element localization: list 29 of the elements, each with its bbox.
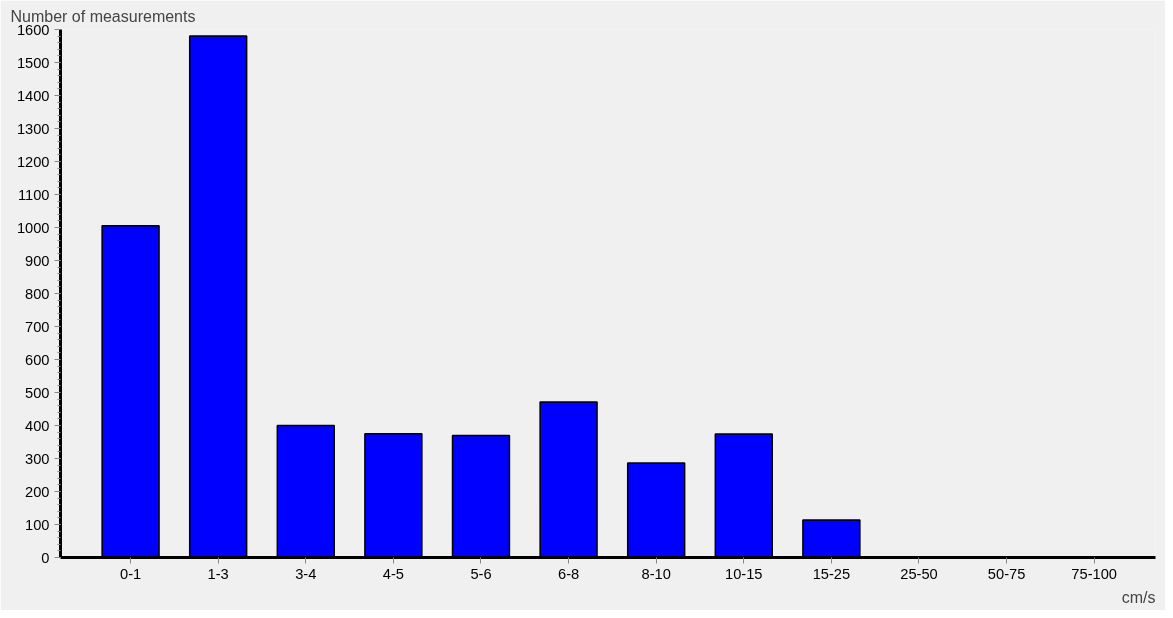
y-tick-label: 1500 — [16, 54, 50, 71]
x-tick-label: 1-3 — [207, 565, 229, 582]
y-tick-label: 400 — [25, 417, 50, 434]
x-tick-label: 75-100 — [1071, 565, 1117, 582]
y-tick-label: 500 — [25, 384, 50, 401]
y-tick-label: 1200 — [16, 153, 50, 170]
y-tick-label: 300 — [25, 450, 50, 467]
y-tick-label: 100 — [25, 516, 50, 533]
x-tick-label: 10-15 — [725, 565, 763, 582]
y-tick-label: 200 — [25, 483, 50, 500]
x-tick-label: 3-4 — [295, 565, 317, 582]
x-tick-label: 6-8 — [557, 565, 580, 582]
x-axis-title: cm/s — [1121, 588, 1156, 606]
y-tick-label: 700 — [25, 318, 50, 335]
x-tick-label: 50-75 — [987, 565, 1026, 582]
x-tick-label: 15-25 — [812, 565, 851, 582]
y-tick-label: 900 — [25, 252, 50, 269]
y-tick-label: 1000 — [16, 219, 50, 236]
x-tick-label: 0-1 — [119, 565, 142, 582]
x-tick-label: 4-5 — [382, 565, 404, 582]
x-tick-label: 5-6 — [470, 565, 492, 582]
y-tick-label: 800 — [25, 285, 50, 302]
x-tick-label: 25-50 — [900, 565, 938, 582]
y-tick-label: 1100 — [17, 186, 50, 203]
x-tick-label: 8-10 — [641, 565, 671, 582]
y-tick-label: 0 — [41, 549, 50, 566]
y-tick-label: 1300 — [16, 120, 50, 137]
y-tick-label: 1400 — [16, 87, 50, 104]
y-tick-label: 600 — [25, 351, 50, 368]
